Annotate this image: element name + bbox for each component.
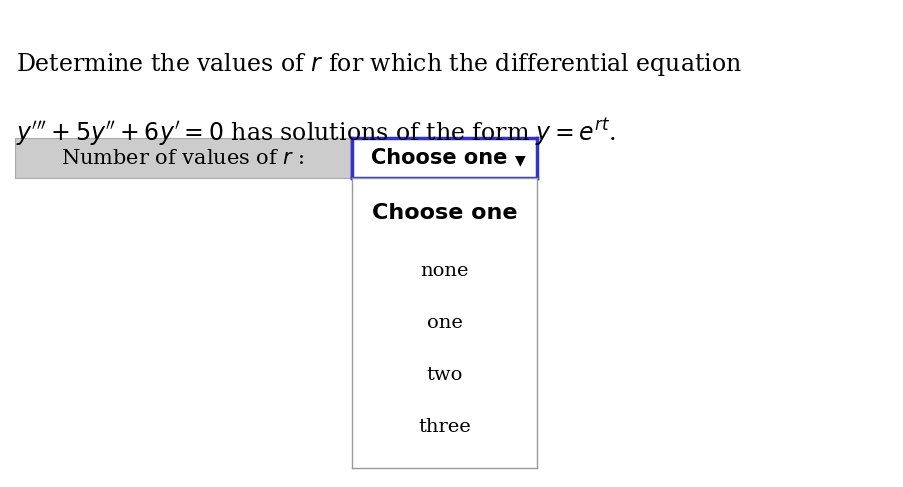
Text: Determine the values of $r$ for which the differential equation: Determine the values of $r$ for which th… <box>16 51 741 78</box>
Text: one: one <box>426 314 462 332</box>
Text: ▼: ▼ <box>515 153 525 167</box>
Text: Choose one: Choose one <box>371 203 517 223</box>
Text: none: none <box>420 262 469 280</box>
Text: Number of values of $r$ :: Number of values of $r$ : <box>61 149 304 168</box>
Text: $y^{\prime\prime\prime} + 5y^{\prime\prime} + 6y^{\prime} = 0$ has solutions of : $y^{\prime\prime\prime} + 5y^{\prime\pri… <box>16 117 616 148</box>
Text: three: three <box>418 418 470 436</box>
Text: two: two <box>426 366 462 384</box>
Text: Choose one: Choose one <box>370 148 507 168</box>
